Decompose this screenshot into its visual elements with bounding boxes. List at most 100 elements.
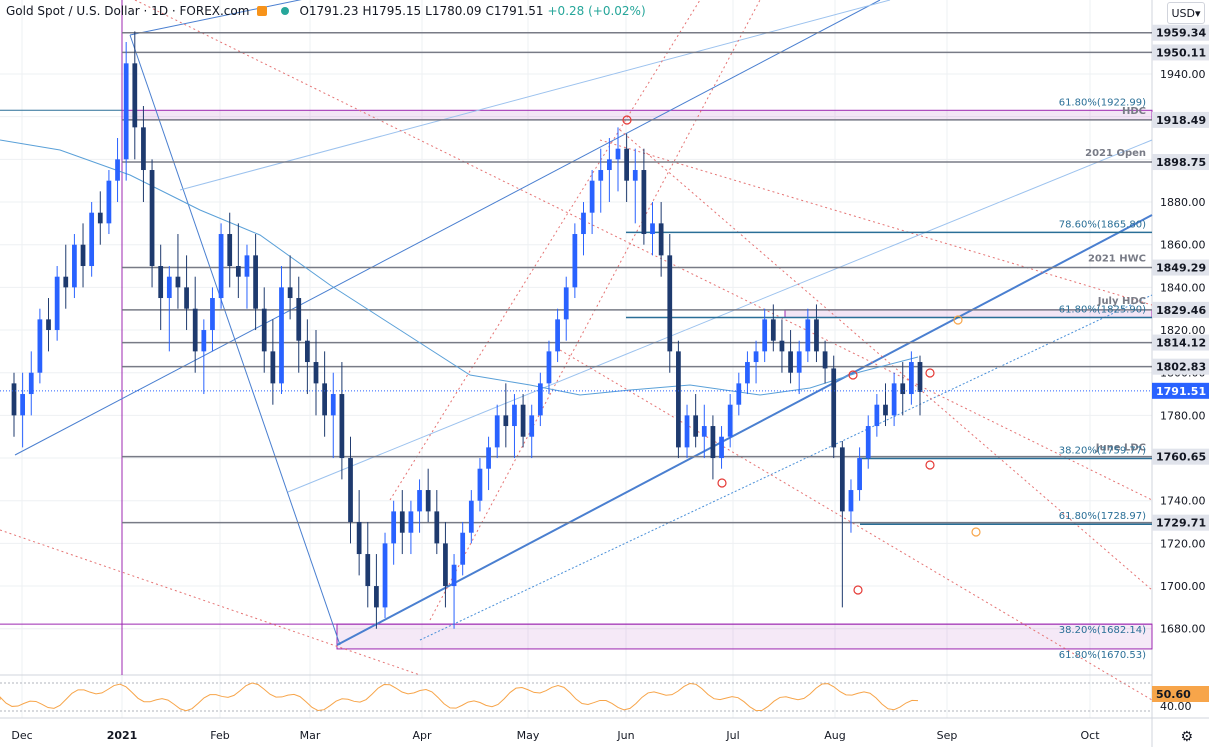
candle-body: [494, 415, 500, 448]
x-tick-label: May: [517, 729, 540, 742]
level-note: 2021 Open: [1085, 148, 1146, 159]
candle-body: [270, 351, 276, 384]
chart-header: Gold Spot / U.S. Dollar · 1D · FOREX.com…: [6, 4, 646, 18]
pivot-marker: [848, 370, 858, 380]
price-label: 1729.71: [1156, 517, 1206, 530]
candle-body: [865, 426, 871, 459]
candle-body: [606, 159, 612, 171]
candle-body: [123, 63, 129, 160]
candle-body: [11, 383, 17, 416]
candle-body: [753, 351, 759, 363]
candle-body: [796, 351, 802, 373]
candle-body: [581, 212, 586, 235]
candle-body: [434, 511, 440, 544]
trendline: [419, 294, 1153, 641]
fib-label: 61.80%(1728.97): [1059, 511, 1146, 522]
candle-body: [132, 63, 138, 128]
candle-body: [227, 234, 233, 267]
price-label-bg: [1152, 259, 1209, 276]
gear-icon[interactable]: ⚙: [1180, 729, 1193, 745]
last-price-bg: [1152, 382, 1209, 399]
candle-body: [589, 180, 595, 213]
candle-body: [822, 351, 828, 369]
candle-body: [745, 362, 750, 384]
fib-label: 61.80%(1670.53): [1059, 650, 1146, 661]
trendline: [336, 214, 1153, 646]
last-price-label: 1791.51: [1156, 385, 1206, 398]
market-status-icon: [281, 7, 290, 15]
trendline: [599, 139, 1153, 306]
candle-body: [486, 447, 491, 469]
candle-body: [399, 511, 405, 533]
candle-body: [874, 404, 880, 427]
flag-icon: [257, 6, 268, 16]
candle-body: [788, 351, 793, 373]
candle-body: [80, 244, 86, 267]
candle-body: [54, 276, 60, 331]
candle-body: [443, 543, 448, 587]
trendline: [389, 0, 701, 501]
candle-body: [736, 383, 742, 405]
candle-body: [546, 351, 552, 384]
pivot-marker: [717, 478, 727, 488]
candle-body: [425, 490, 431, 512]
price-label-bg: [1152, 334, 1209, 351]
candle-body: [192, 308, 198, 352]
symbol-title[interactable]: Gold Spot / U.S. Dollar · 1D · FOREX.com: [6, 4, 250, 18]
trendline: [129, 0, 302, 36]
y-tick-label: 1880.00: [1160, 196, 1206, 209]
fib-label: 61.80%(1922.99): [1059, 97, 1146, 108]
candle-body: [89, 212, 95, 267]
candle-body: [468, 500, 474, 533]
candle-body: [684, 415, 690, 448]
price-label-bg: [1152, 24, 1209, 41]
pivot-marker: [622, 115, 632, 125]
candle-body: [701, 426, 707, 437]
currency-selector[interactable]: USD ▾: [1167, 2, 1205, 24]
y-tick-label: 1740.00: [1160, 495, 1206, 508]
candle-body: [374, 586, 379, 608]
price-label-bg: [1152, 111, 1209, 128]
currency-label: USD: [1171, 6, 1195, 20]
pivot-marker: [853, 585, 863, 595]
price-label: 1814.12: [1156, 337, 1206, 350]
trendline: [619, 129, 1153, 591]
candle-body: [28, 372, 34, 395]
candle-body: [37, 319, 43, 373]
trendline: [129, 34, 341, 646]
y-tick-label: 1680.00: [1160, 623, 1206, 636]
price-label: 1760.65: [1156, 451, 1206, 464]
candle-body: [322, 383, 328, 416]
trendline: [14, 0, 881, 456]
x-tick-label: Jun: [616, 729, 634, 742]
fib-zone-upper: [121, 109, 1153, 121]
x-tick-label: Apr: [412, 729, 432, 742]
candle-body: [676, 351, 681, 448]
candle-body: [287, 287, 293, 299]
candle-body: [451, 564, 457, 587]
moving-average-line: [0, 139, 919, 396]
pivot-marker: [925, 460, 935, 470]
price-label: 1950.11: [1156, 46, 1206, 59]
candle-body: [667, 255, 673, 352]
candle-body: [770, 319, 776, 341]
candle-body: [477, 468, 483, 501]
candle-body: [857, 458, 862, 491]
candle-body: [253, 255, 258, 309]
candle-body: [650, 223, 655, 235]
candle-body: [762, 319, 768, 352]
candle-body: [115, 159, 120, 181]
candle-body: [632, 170, 638, 181]
y-tick-label: 1840.00: [1160, 281, 1206, 294]
candle-body: [339, 394, 345, 459]
candle-body: [537, 383, 543, 416]
candle-body: [261, 308, 267, 352]
candle-body: [296, 298, 302, 341]
pivot-marker: [953, 315, 963, 325]
x-tick-label: Sep: [937, 729, 958, 742]
candle-body: [20, 394, 26, 416]
candle-body: [304, 340, 310, 363]
price-label: 1829.46: [1156, 304, 1206, 317]
candle-body: [382, 543, 388, 608]
